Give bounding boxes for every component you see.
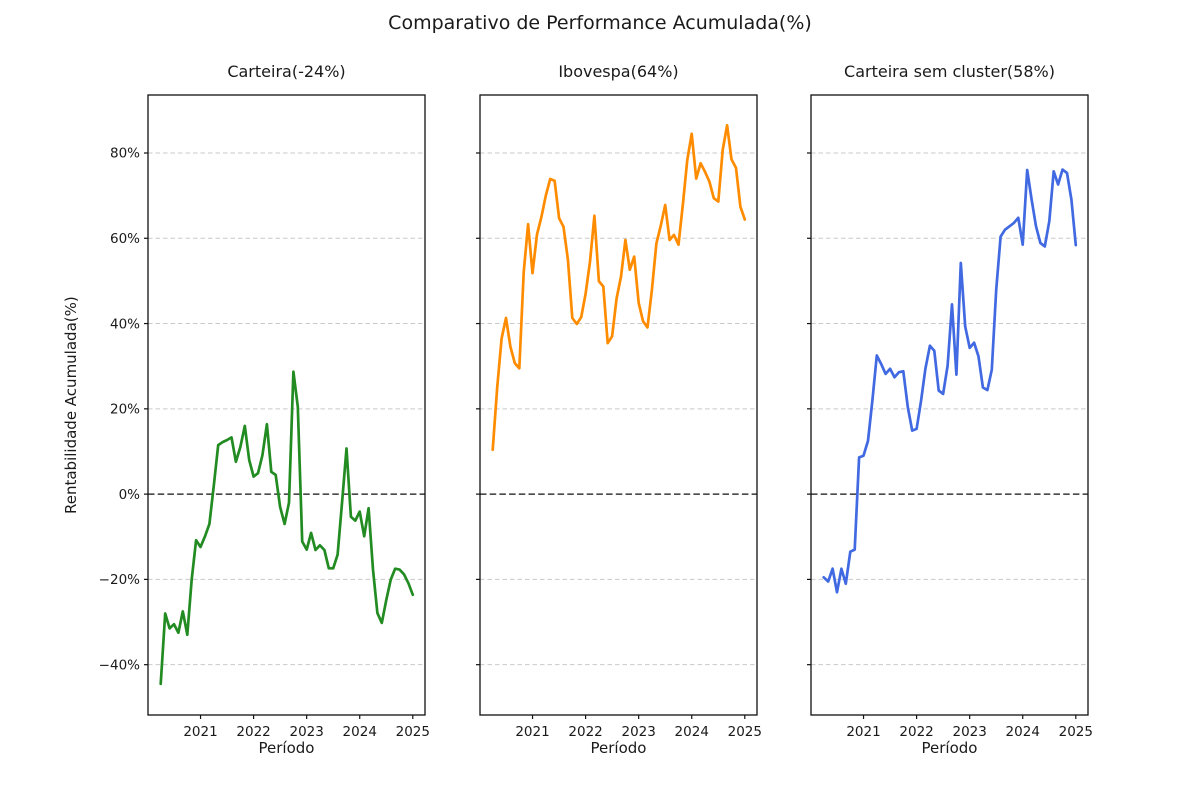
x-tick-label: 2023	[621, 724, 655, 740]
x-tick-label: 2024	[1006, 724, 1040, 740]
subplot-title-carteira-sem-cluster: Carteira sem cluster(58%)	[844, 62, 1055, 81]
x-axis-label-2: Período	[590, 739, 647, 757]
subplot-title-carteira: Carteira(-24%)	[227, 62, 346, 81]
y-axis-label: Rentabilidade Acumulada(%)	[62, 296, 80, 514]
x-tick-label: 2025	[1059, 724, 1093, 740]
x-tick-label: 2023	[952, 724, 986, 740]
x-axis-label-3: Período	[921, 739, 978, 757]
x-tick-label: 2023	[289, 724, 323, 740]
x-tick-label: 2025	[396, 724, 430, 740]
y-tick-label: 60%	[110, 231, 140, 247]
y-tick-label: 0%	[119, 487, 141, 503]
y-tick-label: 40%	[110, 316, 140, 332]
plot-area-carteira-sem-cluster: 2021 2022 2023 2024 2025	[807, 94, 1093, 740]
y-tick-label: −20%	[99, 572, 140, 588]
subplot-title-ibovespa: Ibovespa(64%)	[558, 62, 679, 81]
series-line-carteira	[159, 370, 415, 686]
x-tick-label: 2024	[343, 724, 377, 740]
plot-area-carteira: 80% 60% 40% 20% 0% −20% −40% 2021 2022 2023 2024 20…	[99, 94, 430, 740]
x-tick-label: 2022	[236, 724, 270, 740]
axes-frame	[479, 94, 758, 716]
axes-frame	[147, 94, 426, 716]
x-tick-label: 2021	[846, 724, 880, 740]
x-axis-label-1: Período	[258, 739, 315, 757]
plot-area-ibovespa: 2021 2022 2023 2024 2025	[476, 94, 762, 740]
x-tick-label: 2022	[899, 724, 933, 740]
x-tick-label: 2021	[515, 724, 549, 740]
axes-frame	[810, 94, 1089, 716]
series-line-carteira-sem-cluster	[822, 168, 1078, 594]
x-tick-label: 2025	[728, 724, 762, 740]
x-tick-label: 2021	[183, 724, 217, 740]
figure-title: Comparativo de Performance Acumulada(%)	[388, 12, 812, 34]
y-tick-label: 20%	[110, 402, 140, 418]
series-line-ibovespa	[491, 123, 747, 452]
x-tick-label: 2024	[675, 724, 709, 740]
y-tick-label: −40%	[99, 657, 140, 673]
x-tick-label: 2022	[568, 724, 602, 740]
y-tick-label: 80%	[110, 146, 140, 162]
